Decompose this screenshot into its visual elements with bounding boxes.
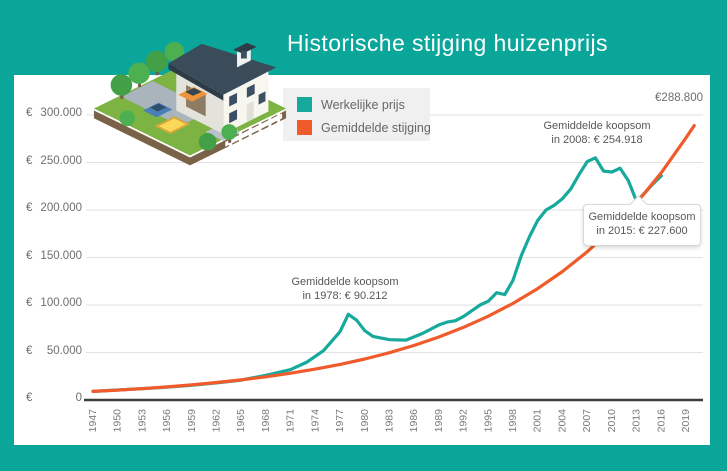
legend-item-gemiddelde-stijging: Gemiddelde stijging <box>297 120 431 135</box>
trees <box>110 41 185 99</box>
x-tick-label: 1986 <box>408 409 420 433</box>
house-illustration <box>93 41 287 166</box>
bushes <box>119 110 238 153</box>
annotation-line: Gemiddelde koopsom <box>291 276 399 288</box>
end-value-label: €288.800 <box>655 92 703 104</box>
sandbox <box>154 116 191 135</box>
fence-posts <box>229 111 281 148</box>
x-tick-label: 2013 <box>631 409 643 433</box>
dormer-window <box>240 50 247 59</box>
x-tick-label: 1995 <box>482 409 494 433</box>
x-tick-label: 1989 <box>433 409 445 433</box>
tooltip-line: in 2015: € 227.600 <box>586 224 698 238</box>
front-door <box>246 101 254 123</box>
legend-swatch-teal <box>297 97 312 112</box>
y-axis-label: €250.000 <box>26 154 82 167</box>
x-tick-label: 1998 <box>507 409 519 433</box>
x-tick-label: 1950 <box>112 409 124 433</box>
roof-shape <box>168 43 277 95</box>
x-tick-label: 1959 <box>186 409 198 433</box>
y-axis-label: €200.000 <box>26 202 82 214</box>
y-axis-label: €100.000 <box>26 297 82 309</box>
x-tick-label: 2004 <box>556 409 568 433</box>
chart-legend: Werkelijke prijs Gemiddelde stijging <box>283 88 431 141</box>
chart-card: 1947 1950 1953 1956 1959 1962 1965 1968 1971 1974… <box>14 75 710 445</box>
car-blue <box>142 102 173 118</box>
tooltip-2015: Gemiddelde koopsom in 2015: € 227.600 <box>583 195 701 246</box>
series-werkelijke-prijs <box>91 156 663 393</box>
roof-edge <box>168 63 224 101</box>
x-tick-label: 2001 <box>532 409 544 433</box>
y-axis-label: €300.000 <box>26 107 82 119</box>
x-tick-label: 1974 <box>309 409 321 433</box>
annotation-1978: Gemiddelde koopsom in 1978: € 90.212 <box>260 276 430 303</box>
car-orange <box>178 86 208 102</box>
legend-label: Gemiddelde stijging <box>321 120 431 135</box>
x-tick-label: 1992 <box>458 409 470 433</box>
dormer-roof <box>233 42 257 54</box>
x-tick-label: 1953 <box>136 409 148 433</box>
x-tick-label: 1965 <box>235 409 247 433</box>
annotation-2008: Gemiddelde koopsom in 2008: € 254.918 <box>512 120 682 147</box>
y-axis-label: €150.000 <box>26 249 82 262</box>
legend-label: Werkelijke prijs <box>321 97 405 112</box>
x-tick-label: 1971 <box>285 409 297 433</box>
x-tick-label: 1968 <box>260 409 272 433</box>
page-title: Historische stijging huizenprijs <box>287 30 608 56</box>
x-tick-label: 2019 <box>680 409 692 433</box>
x-tick-label: 1962 <box>211 409 223 433</box>
x-tick-label: 2007 <box>581 409 593 433</box>
annotation-line: in 2008: € 254.918 <box>551 133 643 146</box>
x-tick-label: 1980 <box>359 409 371 433</box>
windows <box>229 84 266 124</box>
y-axis-label: €0 <box>26 392 82 404</box>
x-tick-label: 1983 <box>383 409 395 433</box>
x-tick-label: 1956 <box>161 409 173 433</box>
x-tick-label: 2016 <box>655 409 667 433</box>
legend-swatch-orange <box>297 120 312 135</box>
x-tick-label: 2010 <box>606 409 618 433</box>
tooltip-line: Gemiddelde koopsom <box>586 211 698 225</box>
x-tick-label: 1947 <box>87 409 99 433</box>
y-axis-label: €50.000 <box>26 344 82 357</box>
legend-item-werkelijke-prijs: Werkelijke prijs <box>297 97 405 112</box>
annotation-line: in 1978: € 90.212 <box>302 289 388 302</box>
x-tick-label: 1977 <box>334 409 346 433</box>
annotation-line: Gemiddelde koopsom <box>543 120 651 132</box>
